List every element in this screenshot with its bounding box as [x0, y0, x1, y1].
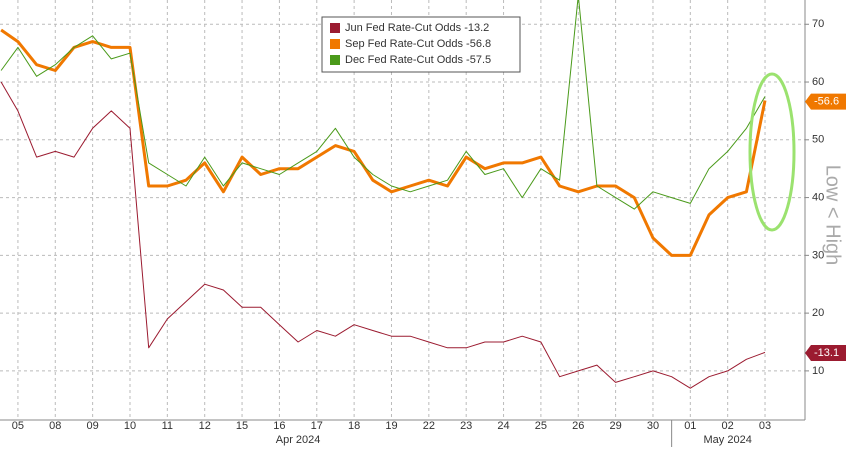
x-tick-label: 30	[647, 420, 659, 432]
x-tick-label: 15	[236, 420, 248, 432]
x-tick-label: 16	[273, 420, 285, 432]
y-tick-label: 20	[812, 307, 824, 319]
y-side-label: Low < High	[822, 165, 844, 266]
y-tick-label: 10	[812, 365, 824, 377]
x-tick-label: 05	[12, 420, 24, 432]
x-tick-label: 23	[460, 420, 472, 432]
value-tag	[805, 344, 846, 361]
x-tick-label: 19	[385, 420, 397, 432]
legend: Jun Fed Rate-Cut Odds -13.2 Sep Fed Rate-…	[330, 22, 491, 66]
x-group-label: May 2024	[704, 434, 752, 446]
legend-box	[321, 16, 521, 73]
x-tick-label: 10	[124, 420, 136, 432]
series-line	[0, 81, 766, 389]
x-tick-label: 18	[348, 420, 360, 432]
y-tick-label: 30	[812, 249, 824, 261]
x-tick-label: 01	[684, 420, 696, 432]
x-tick-label: 12	[199, 420, 211, 432]
value-tag-label: -13.1	[814, 347, 839, 359]
axes: 10 20 30 40 50 60 70 05 08 09 10 11 12 15 16 17 18 19 22 23…	[12, 18, 846, 447]
y-tick-label: 60	[812, 76, 824, 88]
x-tick-label: 25	[535, 420, 547, 432]
legend-label: Dec Fed Rate-Cut Odds -57.5	[345, 54, 491, 66]
x-group-label: Apr 2024	[276, 434, 321, 446]
x-tick-label: 08	[49, 420, 61, 432]
lines	[0, 0, 767, 389]
x-tick-label: 22	[423, 420, 435, 432]
highlight-ellipse	[748, 72, 796, 232]
y-tick-label: 40	[812, 191, 824, 203]
x-tick-label: 11	[162, 420, 173, 432]
legend-swatch	[330, 55, 340, 65]
y-tick-label: 70	[812, 18, 824, 30]
x-tick-label: 03	[759, 420, 771, 432]
y-tick-label: 50	[812, 134, 824, 146]
grid	[0, 0, 805, 420]
value-tag	[805, 93, 846, 110]
value-tag-label: -56.6	[814, 96, 839, 108]
x-tick-label: 24	[497, 420, 509, 432]
x-tick-label: 09	[87, 420, 99, 432]
legend-label: Jun Fed Rate-Cut Odds -13.2	[345, 22, 489, 34]
x-tick-label: 02	[722, 420, 734, 432]
series-line	[0, 0, 766, 210]
legend-swatch	[330, 39, 340, 49]
series-line	[0, 28, 767, 257]
legend-label: Sep Fed Rate-Cut Odds -56.8	[345, 38, 491, 50]
legend-swatch	[330, 23, 340, 33]
x-tick-label: 29	[609, 420, 621, 432]
x-tick-label: 17	[311, 420, 323, 432]
x-tick-label: 26	[572, 420, 584, 432]
